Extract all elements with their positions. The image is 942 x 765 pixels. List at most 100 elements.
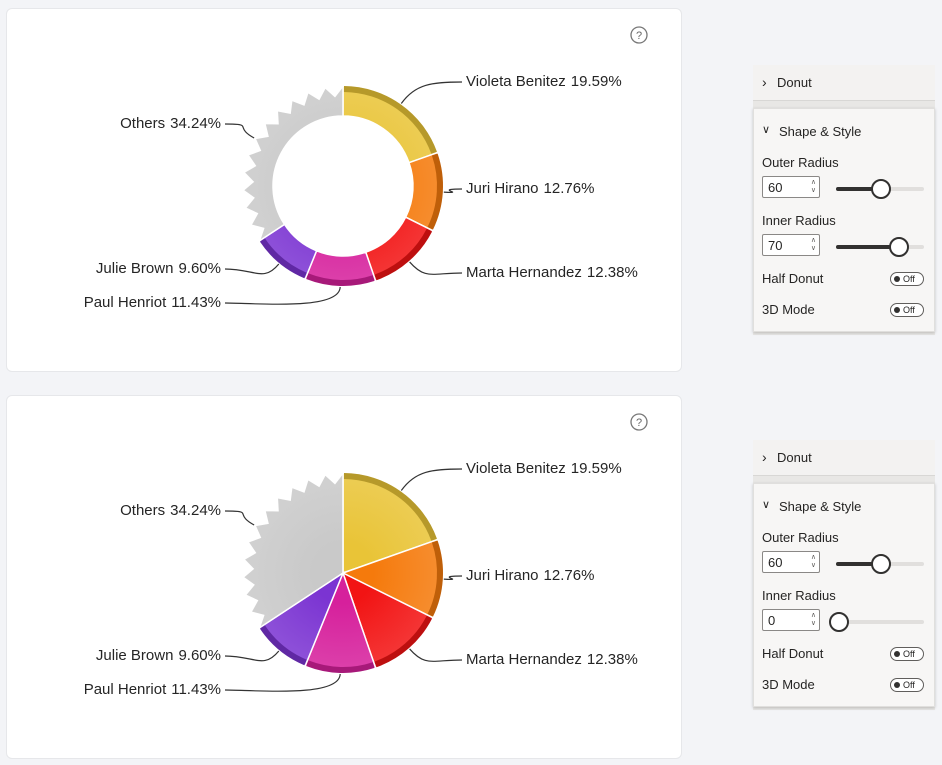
slice-rim-shade bbox=[343, 473, 437, 541]
format-panel: › Donut ∨ Shape & Style Outer Radius 60 ∧… bbox=[753, 65, 935, 335]
label-name: Marta Hernandez bbox=[466, 651, 582, 668]
slice-rim-shade bbox=[374, 228, 433, 281]
field-label: Half Donut bbox=[762, 646, 824, 661]
slice-rim bbox=[427, 540, 443, 617]
chevron: › bbox=[762, 74, 767, 90]
slider-knob[interactable] bbox=[889, 237, 909, 257]
slider[interactable] bbox=[836, 179, 924, 199]
header-title[interactable]: Donut bbox=[777, 450, 812, 465]
slider[interactable] bbox=[836, 237, 924, 257]
field-label: Inner Radius bbox=[762, 213, 836, 228]
slice-rim-shade bbox=[343, 86, 437, 154]
slice bbox=[342, 85, 439, 164]
slice-rim bbox=[343, 86, 437, 154]
toggle[interactable]: Off bbox=[890, 678, 924, 692]
label-name: Violeta Benitez bbox=[466, 460, 566, 477]
data-label: Marta Hernandez 12.38% bbox=[466, 264, 638, 281]
label-name: Marta Hernandez bbox=[466, 264, 582, 281]
data-label: Juri Hirano 12.76% bbox=[466, 567, 594, 584]
leader-line bbox=[443, 575, 463, 581]
slider-knob[interactable] bbox=[829, 612, 849, 632]
header-title[interactable]: Donut bbox=[777, 75, 812, 90]
toggle[interactable]: Off bbox=[890, 303, 924, 317]
label-value: 12.76% bbox=[544, 180, 595, 197]
spinner[interactable]: ∧ ∨ bbox=[810, 179, 816, 194]
leader-line bbox=[224, 510, 255, 526]
slice bbox=[364, 216, 434, 282]
input-value: 60 bbox=[768, 555, 783, 570]
leader-line bbox=[409, 261, 463, 275]
number-input[interactable]: 0 ∧ ∨ bbox=[762, 609, 820, 631]
format-panel: › Donut ∨ Shape & Style Outer Radius 60 ∧… bbox=[753, 440, 935, 710]
chart: ? Violeta Benitez 19.59% Juri Hirano 12.76%… bbox=[84, 413, 648, 698]
data-label: Others 34.24% bbox=[120, 502, 221, 519]
leader-line bbox=[224, 286, 341, 305]
slice-rim-shade bbox=[427, 153, 443, 230]
spinner[interactable]: ∧ ∨ bbox=[810, 554, 816, 569]
spinner[interactable]: ∧ ∨ bbox=[810, 612, 816, 627]
field-label: Outer Radius bbox=[762, 530, 839, 545]
panel-header[interactable]: › Donut bbox=[753, 65, 935, 101]
slice-rim-shade bbox=[259, 238, 307, 279]
toggle[interactable]: Off bbox=[890, 647, 924, 661]
slider[interactable] bbox=[829, 612, 924, 632]
slice-rim bbox=[306, 273, 375, 286]
chart-card: ? Violeta Benitez 19.59% Juri Hirano 12.76%… bbox=[6, 8, 682, 372]
number-input[interactable]: 60 ∧ ∨ bbox=[762, 551, 820, 573]
label-name: Paul Henriot bbox=[84, 294, 167, 311]
help-icon[interactable] bbox=[630, 413, 648, 431]
slice-rim-shade bbox=[374, 615, 433, 668]
leader-line bbox=[409, 648, 463, 662]
label-value: 9.60% bbox=[178, 260, 221, 277]
toggle-state: Off bbox=[903, 649, 915, 659]
section-title[interactable]: Shape & Style bbox=[779, 499, 862, 514]
slider-fill bbox=[836, 245, 899, 249]
help-icon-text[interactable]: ? bbox=[636, 30, 642, 42]
spinner[interactable]: ∧ ∨ bbox=[810, 237, 816, 252]
label-name: Violeta Benitez bbox=[466, 73, 566, 90]
label-value: 12.38% bbox=[587, 651, 638, 668]
slider-knob[interactable] bbox=[871, 179, 891, 199]
help-icon[interactable] bbox=[630, 26, 648, 44]
slice-rim-shade bbox=[259, 625, 307, 666]
section-title[interactable]: Shape & Style bbox=[779, 124, 862, 139]
input-value: 70 bbox=[768, 238, 783, 253]
label-name: Juri Hirano bbox=[466, 567, 539, 584]
label-name: Others bbox=[120, 115, 165, 132]
chevron: ∨ bbox=[762, 124, 771, 136]
field-label: Outer Radius bbox=[762, 155, 839, 170]
toggle-state: Off bbox=[903, 274, 915, 284]
slice-rim-shade bbox=[306, 660, 375, 673]
number-input[interactable]: 60 ∧ ∨ bbox=[762, 176, 820, 198]
slider[interactable] bbox=[836, 554, 924, 574]
slice-rim bbox=[374, 228, 433, 281]
label-value: 19.59% bbox=[571, 73, 622, 90]
leader-line bbox=[400, 468, 463, 491]
label-value: 12.76% bbox=[544, 567, 595, 584]
slice-rim bbox=[259, 625, 307, 666]
slice-rim bbox=[374, 615, 433, 668]
label-name: Julie Brown bbox=[96, 260, 174, 277]
number-input[interactable]: 70 ∧ ∨ bbox=[762, 234, 820, 256]
help-icon-text[interactable]: ? bbox=[636, 417, 642, 429]
slice bbox=[241, 470, 344, 630]
data-label: Paul Henriot 11.43% bbox=[84, 294, 221, 311]
label-value: 34.24% bbox=[170, 115, 221, 132]
label-value: 11.43% bbox=[171, 681, 221, 698]
toggle[interactable]: Off bbox=[890, 272, 924, 286]
label-name: Juri Hirano bbox=[466, 180, 539, 197]
section: ∨ Shape & Style Outer Radius 60 ∧ ∨ Inner … bbox=[753, 108, 935, 332]
label-name: Paul Henriot bbox=[84, 681, 167, 698]
toggle-state: Off bbox=[903, 680, 915, 690]
data-label: Violeta Benitez 19.59% bbox=[466, 460, 622, 477]
panel-header[interactable]: › Donut bbox=[753, 440, 935, 476]
slider-knob[interactable] bbox=[871, 554, 891, 574]
data-label: Paul Henriot 11.43% bbox=[84, 681, 221, 698]
chevron: ∨ bbox=[762, 499, 771, 511]
input-value: 60 bbox=[768, 180, 783, 195]
section: ∨ Shape & Style Outer Radius 60 ∧ ∨ Inner … bbox=[753, 483, 935, 707]
slider-fill bbox=[836, 187, 881, 191]
leader-line bbox=[224, 263, 280, 275]
label-value: 9.60% bbox=[178, 647, 221, 664]
